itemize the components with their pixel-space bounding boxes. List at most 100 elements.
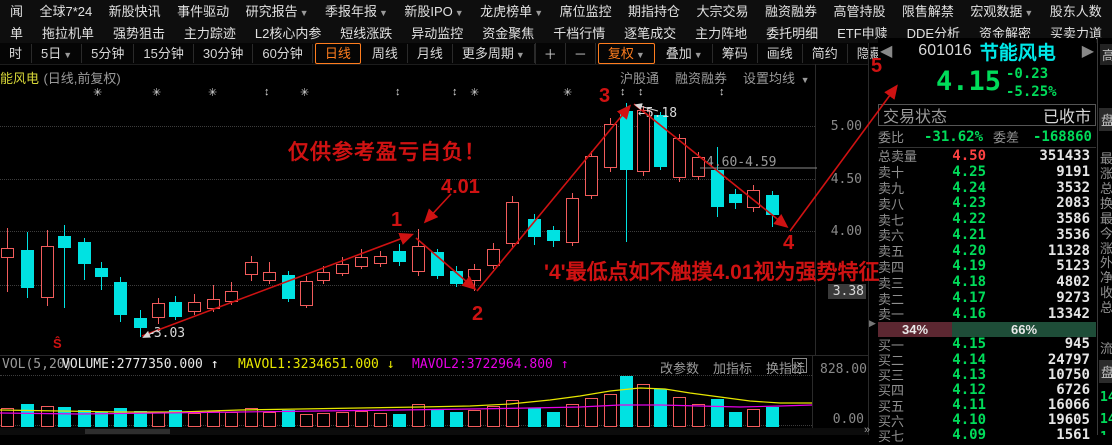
- toolbar-item-周线[interactable]: 周线: [363, 44, 408, 63]
- menu-item[interactable]: 宏观数据 ▼: [970, 4, 1034, 19]
- volume-bar: [566, 404, 579, 427]
- toolbar-item-30分钟[interactable]: 30分钟: [194, 44, 254, 63]
- more-panes-icon[interactable]: »: [864, 424, 871, 436]
- buy-row[interactable]: 买一 4.15 945: [878, 336, 1096, 353]
- toolbar-item-简约[interactable]: 简约: [803, 44, 848, 63]
- menu-item[interactable]: 高管持股: [833, 4, 886, 19]
- toolbar-item-更多周期[interactable]: 更多周期 ▼: [453, 44, 535, 63]
- toolbar-item-复权[interactable]: 复权 ▼: [597, 43, 655, 64]
- chevron-down-icon: ▼: [1024, 8, 1034, 18]
- horizontal-scrollbar[interactable]: [0, 428, 868, 435]
- disclaimer-annotation: 仅供参考盈亏自负！: [288, 141, 486, 164]
- ma-settings-link[interactable]: 设置均线 ▼: [743, 71, 810, 86]
- menu-item[interactable]: 股东人数: [1049, 4, 1102, 19]
- zoom-in-button[interactable]: ＋: [534, 43, 566, 64]
- toolbar-item-15分钟[interactable]: 15分钟: [134, 44, 194, 63]
- add-indicator-link[interactable]: 加指标: [713, 361, 753, 376]
- menu-item[interactable]: 闻: [10, 4, 24, 19]
- volume-bar: [729, 412, 742, 427]
- candle: [1, 248, 14, 258]
- menu-item[interactable]: 研究报告 ▼: [245, 4, 309, 19]
- hugutong-link[interactable]: 沪股通: [620, 71, 660, 86]
- point-1-label: 1: [391, 209, 403, 231]
- menu-item[interactable]: 买卖力道: [1049, 25, 1102, 41]
- candle: [468, 269, 481, 281]
- clipped-label: 收: [1100, 285, 1112, 300]
- menu-item[interactable]: 主力阵地: [695, 25, 748, 41]
- sell-row[interactable]: 卖三 4.18 4802: [878, 274, 1096, 291]
- menu-item[interactable]: L2核心内参: [254, 25, 322, 41]
- menu-item[interactable]: 期指持仓: [628, 4, 681, 19]
- prev-stock-icon[interactable]: ◀: [880, 43, 893, 60]
- toolbar-item-月线[interactable]: 月线: [408, 44, 453, 63]
- volume-bar: [207, 411, 220, 427]
- menu-item[interactable]: 融资融券: [764, 4, 817, 19]
- buy-row[interactable]: 买六 4.10 19605: [878, 412, 1096, 429]
- menu-item[interactable]: 资金解密: [979, 25, 1032, 41]
- buy-row[interactable]: 买七 4.09 1561: [878, 427, 1096, 444]
- menu-item[interactable]: 资金聚焦: [482, 25, 535, 41]
- level-volume: 3536: [1056, 226, 1090, 243]
- sell-row[interactable]: 卖一 4.16 13342: [878, 306, 1096, 323]
- indicator-tools: 改参数 加指标 换指标: [660, 358, 805, 377]
- menu-item[interactable]: 事件驱动: [177, 4, 230, 19]
- menu-item[interactable]: 大宗交易: [696, 4, 749, 19]
- next-stock-icon[interactable]: ▶: [1081, 43, 1094, 60]
- menu-item[interactable]: 新股IPO ▼: [404, 4, 464, 19]
- candle: [355, 257, 368, 267]
- toolbar-item-筹码[interactable]: 筹码: [713, 44, 758, 63]
- menu-item[interactable]: 短线涨跌: [340, 25, 393, 41]
- candle: [374, 256, 387, 264]
- menu-item[interactable]: 席位监控: [559, 4, 612, 19]
- buy-row[interactable]: 买三 4.13 10750: [878, 366, 1096, 384]
- candle: [654, 115, 667, 167]
- level-volume: 9191: [1056, 163, 1090, 180]
- sell-row[interactable]: 卖五 4.20 11328: [878, 243, 1096, 260]
- menu-item[interactable]: 拖拉机单: [41, 25, 94, 41]
- menu-item[interactable]: ETF申赎: [837, 25, 888, 41]
- menu-item[interactable]: 异动监控: [411, 25, 464, 41]
- menu-item[interactable]: 委托明细: [766, 25, 819, 41]
- toolbar-item-5分钟[interactable]: 5分钟: [82, 44, 135, 63]
- volume-indicator-name[interactable]: VOL(5,20): [2, 357, 73, 372]
- trade-status-row: 交易状态 已收市: [878, 104, 1096, 126]
- toolbar-item-画线[interactable]: 画线: [758, 44, 803, 63]
- toolbar-item-5日[interactable]: 5日 ▼: [32, 44, 83, 63]
- menu-item[interactable]: 强势狙击: [112, 25, 165, 41]
- scrollbar-thumb[interactable]: [85, 429, 170, 434]
- signal-s-marker: Ŝ: [53, 336, 62, 351]
- zoom-out-button[interactable]: －: [566, 43, 596, 64]
- pane-divider: [0, 355, 868, 356]
- menu-item[interactable]: 新股快讯: [108, 4, 161, 19]
- buy-row[interactable]: 买二 4.14 24797: [878, 351, 1096, 369]
- menu-item[interactable]: 逐笔成交: [624, 25, 677, 41]
- margin-link[interactable]: 融资融券: [675, 71, 728, 86]
- level-volume: 24797: [1047, 351, 1090, 368]
- change-params-link[interactable]: 改参数: [660, 361, 700, 376]
- level-volume: 10750: [1047, 366, 1090, 383]
- toolbar-item-时[interactable]: 时: [0, 44, 33, 63]
- menu-item[interactable]: DDE分析: [906, 25, 961, 41]
- menu-item[interactable]: 季报年报 ▼: [325, 4, 388, 19]
- level-label: 卖二: [878, 291, 905, 307]
- menu-item[interactable]: 龙虎榜单 ▼: [480, 4, 544, 19]
- scroll-handle-icon[interactable]: ▶: [869, 318, 876, 328]
- sell-row[interactable]: 卖六 4.21 3536: [878, 226, 1096, 244]
- level-label: 买六: [878, 413, 905, 429]
- toolbar-item-叠加[interactable]: 叠加 ▼: [657, 44, 713, 63]
- menu-item[interactable]: 全球7*24: [39, 4, 93, 19]
- sell-row[interactable]: 卖二 4.17 9273: [878, 290, 1096, 307]
- menu-item[interactable]: 主力踪迹: [183, 25, 236, 41]
- buy-row[interactable]: 买四 4.12 6726: [878, 382, 1096, 399]
- toolbar-item-60分钟[interactable]: 60分钟: [253, 44, 313, 63]
- toolbar-item-日线[interactable]: 日线: [314, 43, 361, 64]
- close-indicator-icon[interactable]: ×: [792, 358, 807, 373]
- candle: [747, 190, 760, 208]
- sell-row[interactable]: 卖四 4.19 5123: [878, 258, 1096, 275]
- menu-item[interactable]: 单: [10, 25, 24, 41]
- menu-item[interactable]: 千档行情: [553, 25, 606, 41]
- volume-bar: [766, 407, 779, 427]
- buy-row[interactable]: 买五 4.11 16066: [878, 397, 1096, 414]
- level-volume: 19605: [1047, 412, 1090, 429]
- menu-item[interactable]: 限售解禁: [901, 4, 954, 19]
